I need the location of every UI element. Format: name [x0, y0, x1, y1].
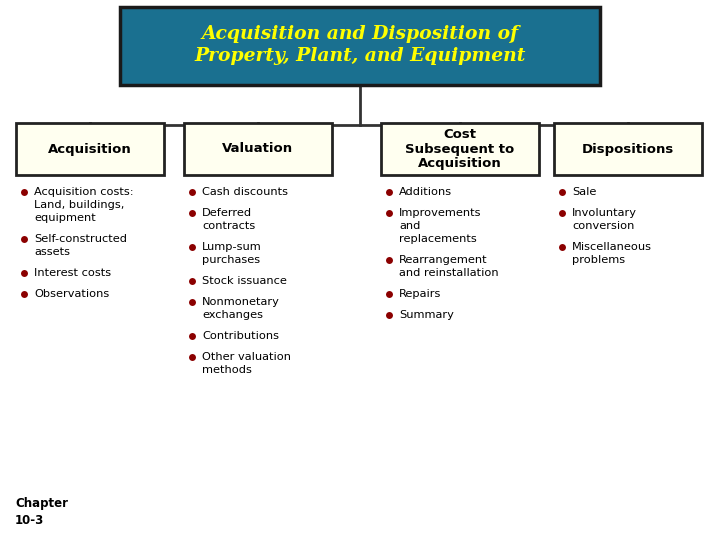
Text: Self-constructed: Self-constructed	[34, 234, 127, 244]
Text: Cash discounts: Cash discounts	[202, 187, 288, 197]
FancyBboxPatch shape	[554, 123, 702, 175]
Text: Acquisition and Disposition of
Property, Plant, and Equipment: Acquisition and Disposition of Property,…	[194, 24, 526, 65]
Text: Nonmonetary: Nonmonetary	[202, 297, 280, 307]
Text: assets: assets	[34, 247, 70, 257]
Text: Rearrangement: Rearrangement	[399, 255, 487, 265]
Text: Repairs: Repairs	[399, 289, 441, 299]
Text: methods: methods	[202, 365, 252, 375]
Text: Dispositions: Dispositions	[582, 143, 674, 156]
Text: Sale: Sale	[572, 187, 596, 197]
Text: Other valuation: Other valuation	[202, 352, 291, 362]
Text: Stock issuance: Stock issuance	[202, 276, 287, 286]
Text: Acquisition costs:: Acquisition costs:	[34, 187, 134, 197]
FancyBboxPatch shape	[16, 123, 164, 175]
Text: replacements: replacements	[399, 234, 477, 244]
Text: and: and	[399, 221, 420, 231]
Text: Acquisition: Acquisition	[48, 143, 132, 156]
FancyBboxPatch shape	[120, 7, 600, 85]
Text: Observations: Observations	[34, 289, 109, 299]
FancyBboxPatch shape	[381, 123, 539, 175]
Text: Involuntary: Involuntary	[572, 208, 637, 218]
Text: Summary: Summary	[399, 310, 454, 320]
Text: exchanges: exchanges	[202, 310, 263, 320]
Text: Improvements: Improvements	[399, 208, 482, 218]
Text: problems: problems	[572, 255, 625, 265]
Text: contracts: contracts	[202, 221, 256, 231]
Text: purchases: purchases	[202, 255, 260, 265]
FancyBboxPatch shape	[184, 123, 332, 175]
Text: and reinstallation: and reinstallation	[399, 268, 499, 278]
Text: Cost
Subsequent to
Acquisition: Cost Subsequent to Acquisition	[405, 127, 515, 171]
Text: Interest costs: Interest costs	[34, 268, 111, 278]
Text: Deferred: Deferred	[202, 208, 252, 218]
Text: conversion: conversion	[572, 221, 634, 231]
Text: Land, buildings,: Land, buildings,	[34, 200, 125, 210]
Text: Lump-sum: Lump-sum	[202, 242, 262, 252]
Text: Miscellaneous: Miscellaneous	[572, 242, 652, 252]
Text: Valuation: Valuation	[222, 143, 294, 156]
Text: equipment: equipment	[34, 213, 96, 223]
Text: Contributions: Contributions	[202, 331, 279, 341]
Text: Additions: Additions	[399, 187, 452, 197]
Text: Chapter
10-3: Chapter 10-3	[15, 496, 68, 528]
